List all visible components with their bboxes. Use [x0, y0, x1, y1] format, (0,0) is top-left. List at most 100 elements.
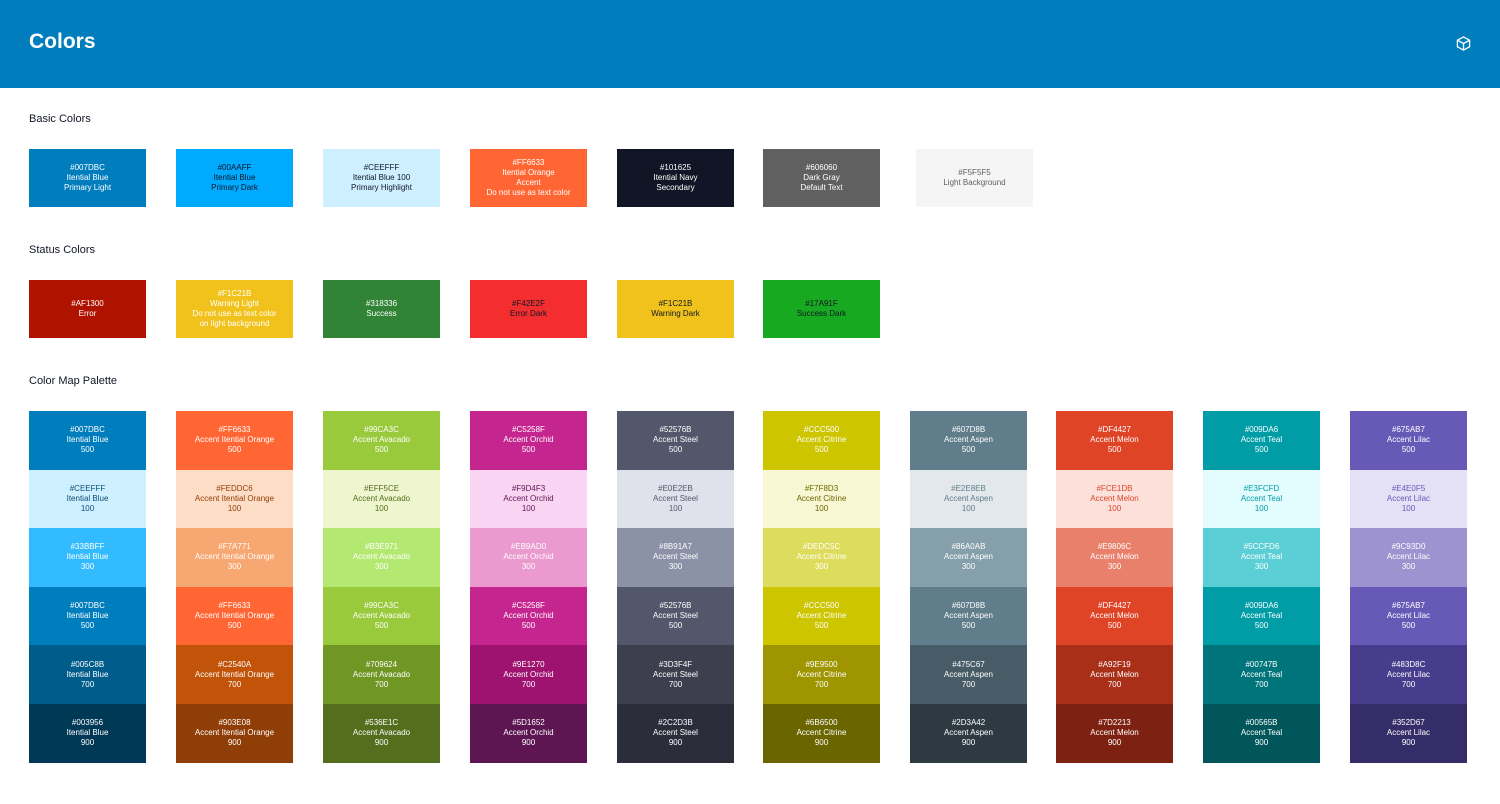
swatch-name: Accent Orchid — [503, 611, 554, 621]
swatch-hex: #2D3A42 — [951, 718, 986, 728]
swatch-level: 100 — [668, 503, 683, 513]
swatch-name: Accent Itential Orange — [194, 611, 275, 621]
swatch-level: 300 — [1401, 562, 1416, 572]
swatch-hex: #86A0AB — [951, 542, 986, 552]
swatch-label: #606060 — [805, 163, 838, 172]
swatch-hex: #DF4427 — [1098, 425, 1131, 435]
swatch-name: Accent Steel — [653, 552, 698, 562]
basic-colors-title: Basic Colors — [29, 113, 91, 125]
swatch-name: Accent Citrine — [796, 728, 847, 738]
palette-swatch: #33BBFF Itential Blue 300 — [29, 528, 146, 587]
swatch-hex: #8B91A7 — [659, 542, 692, 552]
swatch-name: Accent Aspen — [944, 728, 993, 738]
palette-swatch: #5D1652 Accent Orchid 900 — [470, 703, 587, 763]
status-color-swatch: #17A91F Success Dark — [763, 280, 880, 338]
swatch-level: 500 — [80, 621, 95, 631]
swatch-hex: #5CCFD6 — [1243, 542, 1280, 552]
swatch-hex: #EFF5CE — [363, 483, 400, 493]
swatch-label: #318336 — [365, 299, 398, 308]
swatch-level: 500 — [227, 445, 242, 455]
swatch-name: Accent Itential Orange — [194, 435, 275, 445]
palette-swatch: #2C2D3B Accent Steel 900 — [617, 703, 734, 763]
swatch-name: Accent Teal — [1240, 493, 1283, 503]
swatch-hex: #DEDC5C — [802, 542, 841, 552]
palette-swatch: #C2540A Accent Itential Orange 700 — [176, 645, 293, 704]
page-title: Colors — [29, 30, 96, 53]
swatch-level: 500 — [521, 445, 536, 455]
swatch-name: Accent Steel — [653, 493, 698, 503]
swatch-hex: #52576B — [659, 601, 692, 611]
swatch-name: Accent Avacado — [352, 728, 411, 738]
palette-swatch: #C5258F Accent Orchid 500 — [470, 411, 587, 470]
swatch-name: Accent Avacado — [352, 669, 411, 679]
palette-swatch: #F7A771 Accent Itential Orange 300 — [176, 528, 293, 587]
palette-swatch: #86A0AB Accent Aspen 300 — [910, 528, 1027, 587]
palette-column: #009DA6 Accent Teal 500 #E3FCFD Accent Teal 1… — [1203, 411, 1320, 763]
basic-color-swatch: #F5F5F5 Light Background — [916, 149, 1033, 207]
cube-icon[interactable] — [1456, 36, 1471, 51]
status-color-swatch: #F1C21B Warning Light Do not use as text c… — [176, 280, 293, 338]
palette-swatch: #3D3F4F Accent Steel 700 — [617, 645, 734, 704]
swatch-level: 500 — [521, 621, 536, 631]
swatch-level: 100 — [1401, 503, 1416, 513]
swatch-level: 500 — [961, 445, 976, 455]
swatch-level: 700 — [227, 679, 242, 689]
swatch-hex: #709624 — [365, 659, 398, 669]
swatch-name: Accent Teal — [1240, 669, 1283, 679]
palette-swatch: #DF4427 Accent Melon 500 — [1056, 586, 1173, 646]
status-color-swatch: #F42E2F Error Dark — [470, 280, 587, 338]
palette-swatch: #709624 Accent Avacado 700 — [323, 645, 440, 704]
swatch-hex: #B3E971 — [365, 542, 398, 552]
swatch-label: #101625 — [659, 163, 692, 172]
swatch-name: Accent Steel — [653, 728, 698, 738]
palette-column: #52576B Accent Steel 500 #E0E2EB Accent Stee… — [617, 411, 734, 763]
swatch-hex: #007DBC — [70, 425, 105, 435]
swatch-label: #FF6633 — [512, 158, 545, 167]
palette-swatch: #007DBC Itential Blue 500 — [29, 586, 146, 646]
swatch-hex: #9E9500 — [805, 659, 838, 669]
palette-swatch: #F9D4F3 Accent Orchid 100 — [470, 469, 587, 529]
swatch-name: Accent Teal — [1240, 611, 1283, 621]
swatch-label: #F1C21B — [217, 289, 252, 298]
status-color-swatch: #F1C21B Warning Dark — [617, 280, 734, 338]
swatch-level: 500 — [668, 445, 683, 455]
palette-swatch: #9E9500 Accent Citrine 700 — [763, 645, 880, 704]
swatch-label: Itential Navy — [653, 173, 698, 182]
swatch-hex: #00747B — [1245, 659, 1278, 669]
palette-swatch: #005C8B Itential Blue 700 — [29, 645, 146, 704]
swatch-level: 300 — [814, 562, 829, 572]
swatch-label: #00AAFF — [217, 163, 252, 172]
palette-column: #CCC500 Accent Citrine 500 #F7F8D3 Accent Ci… — [763, 411, 880, 763]
palette-column: #C5258F Accent Orchid 500 #F9D4F3 Accent Orc… — [470, 411, 587, 763]
swatch-hex: #005C8B — [70, 659, 105, 669]
swatch-level: 500 — [374, 621, 389, 631]
swatch-name: Accent Melon — [1090, 552, 1139, 562]
swatch-hex: #FCE1DB — [1096, 483, 1133, 493]
basic-color-swatch: #FF6633 Itential Orange Accent Do not use a… — [470, 149, 587, 207]
palette-swatch: #FF6633 Accent Itential Orange 500 — [176, 411, 293, 470]
swatch-label: Error — [78, 309, 97, 318]
swatch-name: Itential Blue — [66, 669, 109, 679]
swatch-name: Accent Orchid — [503, 493, 554, 503]
palette-swatch: #CCC500 Accent Citrine 500 — [763, 586, 880, 646]
palette-swatch: #E0E2EB Accent Steel 100 — [617, 469, 734, 529]
palette-swatch: #003956 Itential Blue 900 — [29, 703, 146, 763]
swatch-name: Itential Blue — [66, 611, 109, 621]
palette-column: #607D8B Accent Aspen 500 #E2E8EB Accent Aspe… — [910, 411, 1027, 763]
swatch-label: #F1C21B — [658, 299, 693, 308]
palette-column: #FF6633 Accent Itential Orange 500 #FEDDC6 A… — [176, 411, 293, 763]
swatch-hex: #9E1270 — [512, 659, 545, 669]
swatch-hex: #6B6500 — [805, 718, 838, 728]
swatch-name: Accent Aspen — [944, 611, 993, 621]
palette-swatch: #9E1270 Accent Orchid 700 — [470, 645, 587, 704]
swatch-name: Accent Lilac — [1386, 611, 1431, 621]
swatch-level: 900 — [80, 738, 95, 748]
swatch-level: 700 — [374, 679, 389, 689]
swatch-name: Accent Orchid — [503, 552, 554, 562]
swatch-level: 900 — [1107, 738, 1122, 748]
palette-swatch: #DF4427 Accent Melon 500 — [1056, 411, 1173, 470]
swatch-label: Itential Blue — [66, 173, 109, 182]
swatch-hex: #007DBC — [70, 601, 105, 611]
swatch-hex: #003956 — [71, 718, 104, 728]
swatch-level: 100 — [814, 503, 829, 513]
